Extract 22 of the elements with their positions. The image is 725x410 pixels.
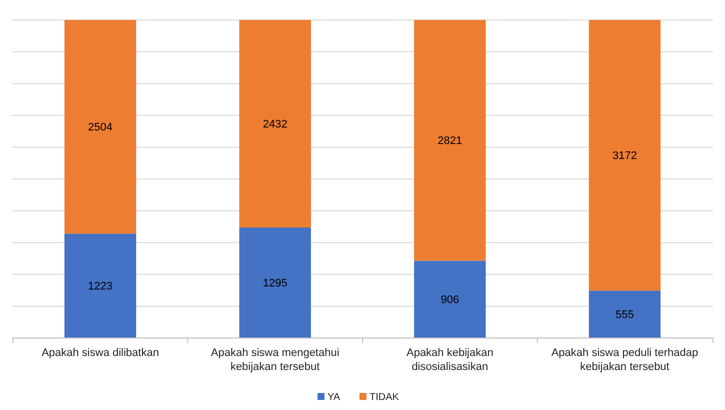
x-tick-label: Apakah kebijakan disosialisasikan	[406, 347, 494, 373]
bar	[239, 20, 311, 228]
data-label: 906	[440, 294, 460, 306]
legend-label: TIDAK	[370, 392, 400, 403]
data-label: 2504	[88, 122, 113, 134]
x-tick-label: Apakah siswa mengetahui kebijakan tersebut	[210, 347, 340, 373]
data-label: 3172	[612, 150, 637, 162]
legend-label: YA	[328, 392, 340, 403]
bar	[239, 228, 311, 338]
data-label: 2432	[262, 118, 288, 131]
x-tick-label: Apakah siswa dilibatkan	[42, 347, 159, 359]
data-label: 1223	[88, 280, 113, 293]
bar	[588, 20, 661, 291]
data-label: 1295	[262, 278, 288, 290]
bar	[64, 234, 136, 338]
bar	[64, 20, 136, 234]
bar	[414, 20, 486, 261]
bar	[414, 260, 486, 338]
x-tick-label: Apakah siswa peduli terhadap kebijakan tersebut	[551, 347, 698, 373]
bar	[588, 290, 661, 338]
data-label: 2821	[438, 135, 462, 148]
data-label: 555	[616, 309, 634, 322]
